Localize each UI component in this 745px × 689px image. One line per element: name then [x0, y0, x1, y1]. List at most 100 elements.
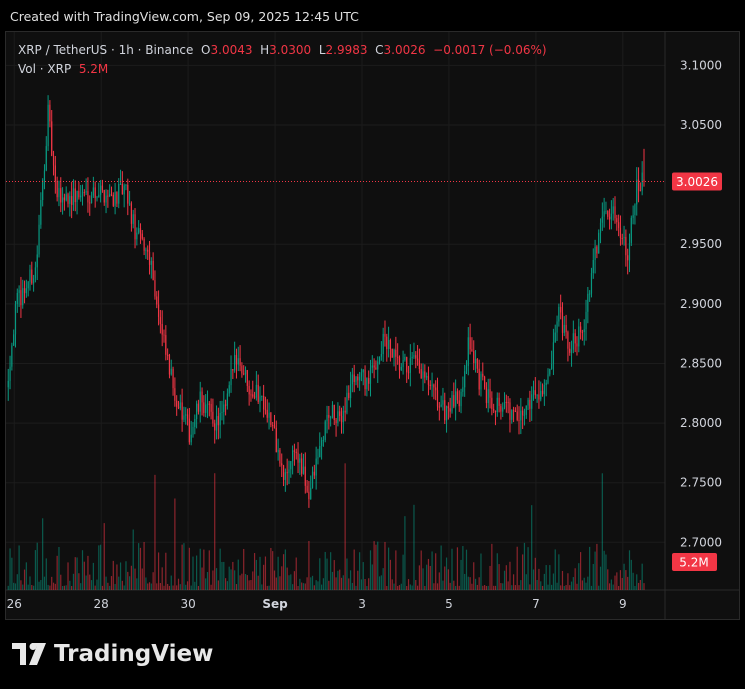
candle-body — [197, 403, 200, 412]
volume-bar — [14, 583, 17, 590]
candle-body — [518, 419, 520, 421]
volume-bar — [560, 585, 562, 590]
candle-body — [47, 104, 49, 147]
volume-bar — [9, 548, 11, 590]
candle-body — [168, 354, 171, 375]
candle-body — [22, 288, 24, 306]
volume-bar — [502, 583, 504, 590]
chart-legend: XRP / TetherUS · 1h · Binance O3.0043 H3… — [18, 41, 547, 79]
volume-bar — [275, 577, 277, 590]
volume-bar — [520, 580, 522, 590]
volume-bar — [478, 577, 480, 590]
candle-body — [49, 104, 51, 122]
volume-bar — [127, 571, 129, 590]
candle-body — [310, 487, 312, 500]
volume-bar — [304, 583, 306, 590]
volume-bar — [404, 516, 406, 590]
volume-bar — [243, 548, 245, 590]
low-label: L — [318, 43, 326, 57]
candle-body — [72, 188, 75, 205]
volume-bar — [81, 550, 84, 590]
volume-bar — [118, 576, 120, 590]
volume-bar — [333, 560, 335, 590]
candle-body — [147, 249, 149, 252]
volume-bar — [570, 581, 573, 590]
candle-body — [317, 457, 319, 459]
candle-body — [485, 387, 488, 403]
volume-bar — [355, 585, 357, 590]
volume-bar — [525, 574, 527, 590]
volume-bar — [523, 542, 526, 590]
volume-bar — [284, 549, 286, 590]
volume-bar — [74, 557, 76, 590]
candle-body — [474, 358, 477, 364]
volume-bar — [205, 578, 207, 590]
candle-body — [138, 228, 140, 233]
volume-bar — [208, 550, 210, 590]
candle-body — [139, 228, 142, 234]
candle-body — [538, 394, 540, 400]
candle-body — [369, 367, 372, 384]
volume-bar — [139, 547, 142, 590]
candle-body — [179, 402, 181, 409]
candle-body — [436, 390, 439, 407]
volume-bar — [136, 578, 138, 590]
candle-body — [464, 371, 466, 388]
candle-body — [561, 312, 564, 333]
y-tick-label: 3.0500 — [680, 118, 722, 132]
volume-bar — [625, 570, 627, 590]
volume-bar — [188, 547, 190, 590]
volume-bar — [266, 585, 268, 590]
volume-bar — [331, 571, 334, 590]
symbol-label[interactable]: XRP / TetherUS · 1h · Binance — [18, 43, 194, 57]
candle-body — [322, 440, 325, 442]
volume-bar — [541, 585, 544, 590]
candle-body — [456, 391, 459, 401]
volume-bar — [215, 568, 218, 590]
candle-body — [346, 392, 348, 413]
volume-bar — [636, 574, 638, 590]
chart-panel[interactable] — [5, 31, 740, 620]
candle-body — [81, 192, 84, 196]
candle-body — [386, 336, 388, 350]
x-tick-label: 3 — [358, 597, 366, 611]
volume-bar — [540, 581, 542, 590]
volume-bar — [290, 574, 292, 590]
volume-bar — [259, 556, 261, 590]
candle-body — [563, 324, 565, 333]
volume-bar — [440, 545, 442, 590]
candle-body — [172, 368, 174, 389]
candle-body — [391, 348, 393, 358]
volume-bar — [250, 580, 252, 590]
volume-bar — [389, 559, 392, 590]
candle-body — [96, 197, 98, 199]
x-tick-label: 28 — [94, 597, 109, 611]
volume-bar — [547, 584, 549, 590]
volume-bar — [261, 584, 263, 590]
volume-bar — [320, 584, 323, 590]
volume-bar — [532, 569, 535, 590]
volume-bar — [503, 570, 506, 590]
volume-bar — [639, 579, 641, 590]
volume-bar — [181, 544, 183, 590]
candle-body — [221, 412, 223, 414]
x-tick-label: Sep — [262, 597, 288, 611]
volume-bar — [643, 583, 645, 590]
candle-body — [637, 179, 640, 191]
candle-body — [489, 389, 491, 398]
volume-bar — [326, 558, 328, 590]
volume-bar — [228, 566, 230, 590]
volume-bar — [435, 553, 437, 590]
volume-bar — [618, 585, 620, 590]
candle-body — [176, 400, 178, 407]
candle-body — [382, 333, 384, 355]
candle-body — [476, 358, 478, 369]
candle-body — [342, 410, 344, 423]
candle-body — [83, 192, 85, 194]
volume-label[interactable]: Vol · XRP — [18, 62, 72, 76]
volume-bar — [375, 544, 377, 590]
candle-body — [123, 185, 125, 195]
candle-body — [51, 121, 53, 156]
volume-bar — [319, 558, 321, 590]
